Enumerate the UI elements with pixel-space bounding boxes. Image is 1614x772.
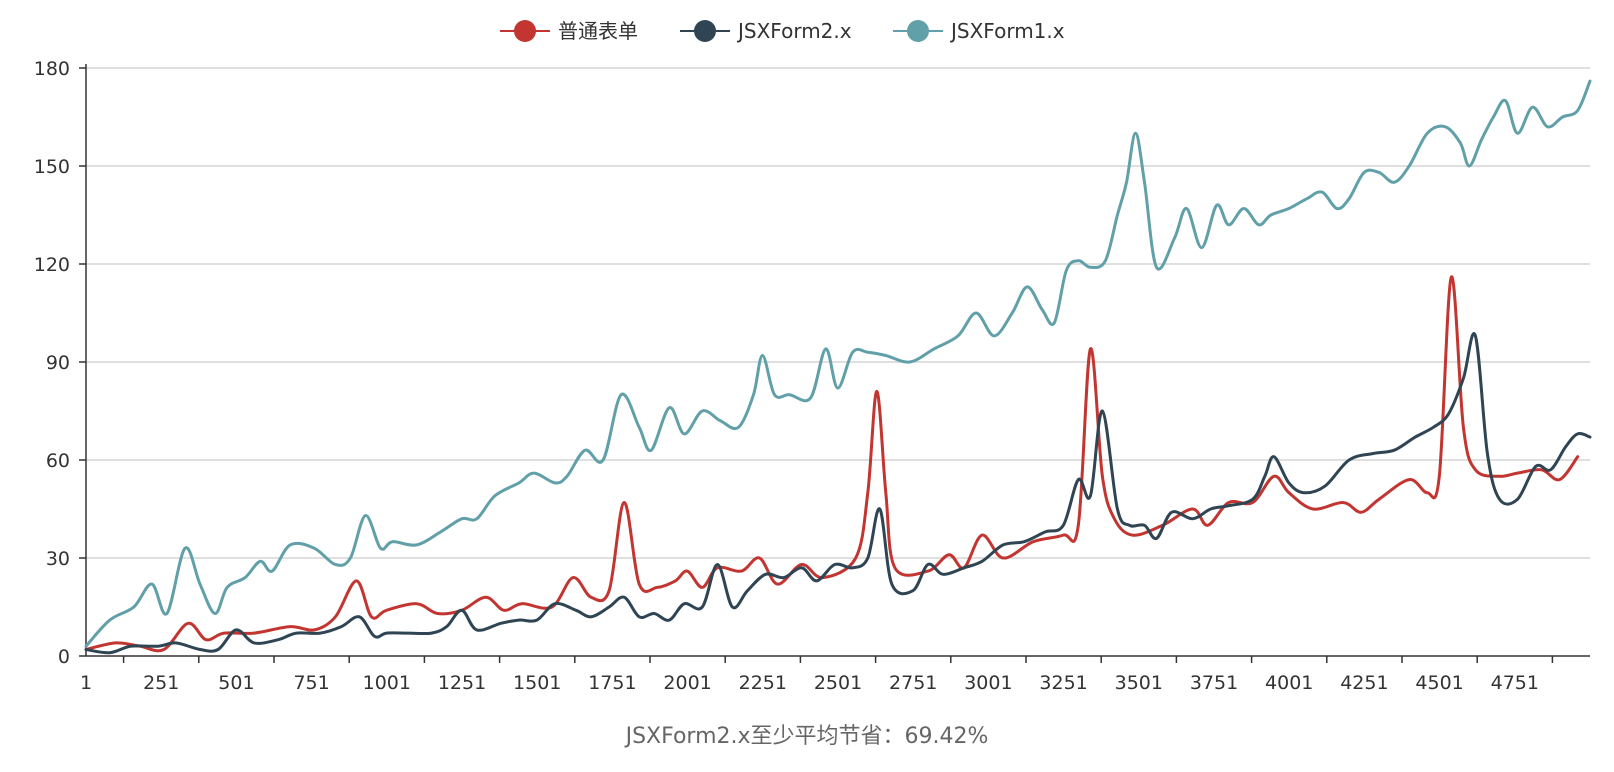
y-tick-label: 150 <box>34 156 70 178</box>
chart-caption: JSXForm2.x至少平均节省：69.42% <box>624 724 989 749</box>
x-tick-label: 4001 <box>1265 672 1313 694</box>
x-tick-label: 2251 <box>739 672 787 694</box>
legend-dot-swatch <box>694 20 716 42</box>
legend-item-1[interactable]: JSXForm2.x <box>680 19 852 43</box>
x-tick-label: 251 <box>143 672 179 694</box>
x-tick-label: 1 <box>80 672 92 694</box>
x-tick-label: 751 <box>293 672 329 694</box>
legend-label: JSXForm2.x <box>736 19 852 43</box>
x-tick-label: 1501 <box>513 672 561 694</box>
y-tick-label: 120 <box>34 254 70 276</box>
legend-label: 普通表单 <box>558 19 638 43</box>
legend-dot-swatch <box>907 20 929 42</box>
x-tick-label: 2751 <box>889 672 937 694</box>
x-tick-label: 3001 <box>964 672 1012 694</box>
legend-dot-swatch <box>514 20 536 42</box>
x-tick-label: 3501 <box>1115 672 1163 694</box>
x-tick-label: 4501 <box>1415 672 1463 694</box>
x-tick-label: 1251 <box>438 672 486 694</box>
legend-item-0[interactable]: 普通表单 <box>500 19 638 43</box>
series-line-1 <box>84 332 1592 655</box>
x-tick-label: 2501 <box>814 672 862 694</box>
series-line-0 <box>84 275 1580 653</box>
x-tick-labels: 1 251 501 751 1001 1251 1501 1751 2001 2251 2501 27… <box>80 672 1539 694</box>
x-tick-label: 4251 <box>1340 672 1388 694</box>
x-tick-label: 3251 <box>1039 672 1087 694</box>
x-tick-label: 3751 <box>1190 672 1238 694</box>
legend-item-2[interactable]: JSXForm1.x <box>893 19 1065 43</box>
series-line-2 <box>84 79 1592 648</box>
y-tick-label: 30 <box>46 548 70 570</box>
y-tick-label: 60 <box>46 450 70 472</box>
y-grid-lines <box>86 67 1590 559</box>
y-tick-labels: 0 30 60 90 120 150 180 <box>34 58 70 668</box>
x-tick-label: 1001 <box>363 672 411 694</box>
y-tick-label: 180 <box>34 58 70 80</box>
legend[interactable]: 普通表单 JSXForm2.x JSXForm1.x <box>500 19 1065 43</box>
x-tick-label: 1751 <box>588 672 636 694</box>
y-tick-label: 0 <box>58 646 70 668</box>
x-tick-label: 2001 <box>663 672 711 694</box>
axes <box>79 64 1590 663</box>
x-tick-label: 501 <box>218 672 254 694</box>
x-tick-label: 4751 <box>1491 672 1539 694</box>
series-lines <box>84 79 1592 655</box>
legend-label: JSXForm1.x <box>949 19 1065 43</box>
y-tick-label: 90 <box>46 352 70 374</box>
